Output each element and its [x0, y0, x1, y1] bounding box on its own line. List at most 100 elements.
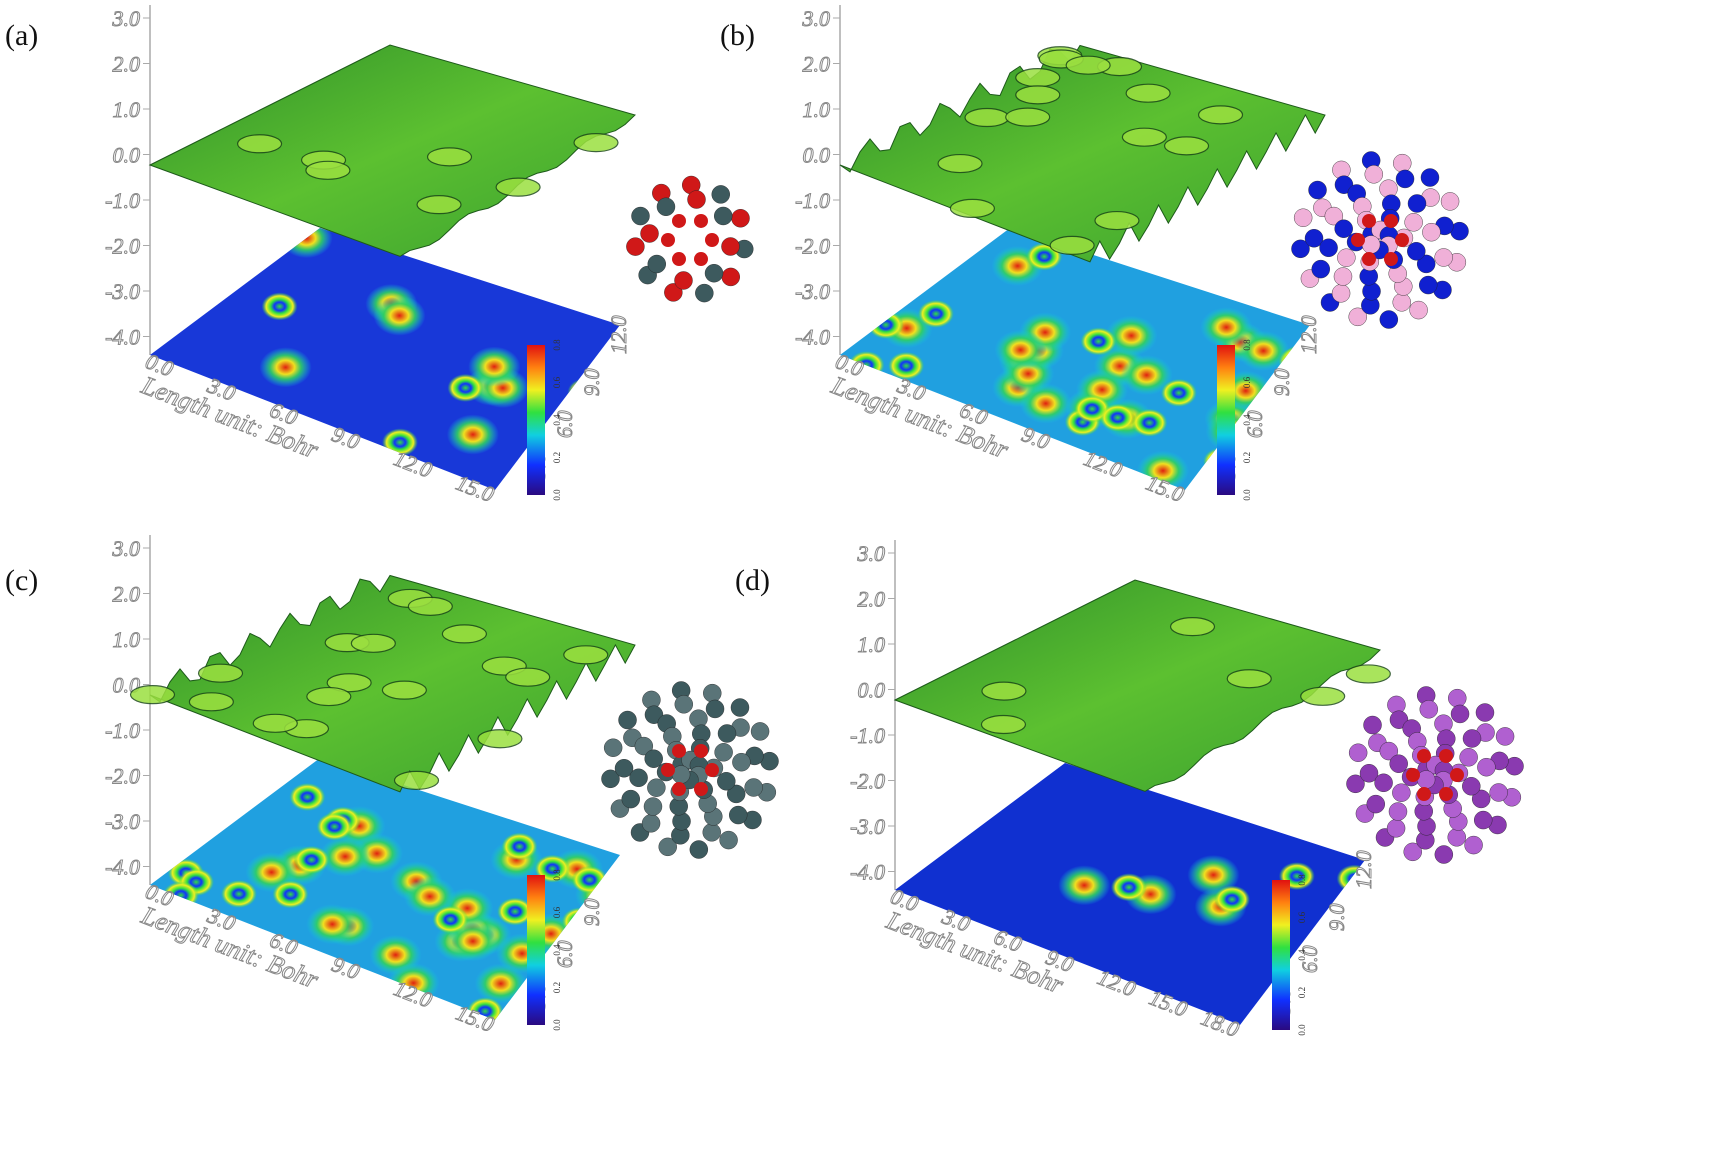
blob: [446, 414, 499, 455]
atom: [1474, 810, 1493, 830]
atom: [631, 206, 650, 226]
atom: [1404, 213, 1423, 232]
atom: [1477, 758, 1496, 777]
ring: [1214, 885, 1251, 914]
surface-bump: [495, 177, 541, 197]
z-tick-label: 1.0: [113, 97, 141, 122]
atom: [1308, 180, 1327, 200]
atom: [717, 772, 736, 791]
surface-bump: [981, 681, 1027, 701]
ring: [432, 905, 469, 934]
ring: [447, 373, 484, 402]
atom: [601, 769, 620, 789]
atom: [750, 722, 770, 741]
ring: [1110, 873, 1147, 902]
atom: [661, 763, 675, 777]
atom: [664, 283, 683, 302]
atom: [1291, 239, 1310, 259]
surface-detail: [236, 133, 619, 215]
atom: [656, 197, 676, 216]
atom: [694, 743, 708, 758]
z-tick-label: -4.0: [850, 860, 885, 885]
blob: [259, 347, 312, 388]
atom: [1464, 835, 1483, 855]
atom: [661, 233, 675, 247]
atom: [1495, 727, 1515, 746]
surface-bump: [350, 633, 396, 653]
atom: [674, 271, 693, 290]
panel-label: (d): [735, 564, 770, 597]
atom: [730, 698, 750, 717]
atom: [1434, 845, 1454, 864]
z-tick-label: -1.0: [105, 188, 140, 213]
y-tick-label: 9.0: [579, 369, 604, 397]
y-tick-label: 12.0: [606, 316, 631, 355]
atom: [614, 759, 634, 778]
atom: [1334, 175, 1354, 194]
z-tick-label: -2.0: [105, 234, 140, 259]
colorbar-tick-label: 0.4: [1242, 414, 1252, 426]
atom: [731, 209, 750, 228]
colorbar-tick-label: 0.2: [1242, 452, 1252, 463]
ring: [293, 845, 330, 874]
z-tick-label: 2.0: [113, 582, 141, 607]
atom: [1447, 828, 1466, 847]
atom: [629, 768, 648, 787]
blob: [1058, 865, 1111, 906]
atom: [1417, 787, 1431, 802]
surface-bump: [1345, 664, 1391, 684]
atom: [694, 252, 708, 267]
surface-bump: [1125, 83, 1171, 103]
atom: [1388, 802, 1408, 821]
atom: [603, 738, 623, 757]
surface-bump: [381, 680, 427, 700]
atom: [672, 252, 686, 267]
surface-bump: [505, 667, 551, 687]
atom: [1407, 242, 1426, 261]
atom: [703, 683, 722, 703]
atom: [1374, 773, 1393, 792]
colorbar-tick-label: 0.4: [552, 414, 562, 426]
panel: 3.02.01.00.0-1.0-2.0-3.0-4.00.03.06.09.0…: [850, 540, 1524, 1042]
atom: [1362, 252, 1376, 267]
colorbar-tick-label: 0.6: [552, 376, 562, 388]
atom: [694, 782, 708, 797]
atom: [626, 237, 645, 256]
atom: [1409, 300, 1428, 320]
z-tick-label: -1.0: [795, 188, 830, 213]
blob: [629, 878, 681, 918]
atom: [1420, 168, 1440, 187]
blob: [403, 876, 456, 917]
atom: [1324, 206, 1344, 226]
colorbar-tick-label: 0.2: [552, 982, 562, 993]
colorbar-tick-label: 0.0: [552, 489, 562, 501]
colorbar: [527, 345, 545, 495]
z-tick-label: 2.0: [113, 52, 141, 77]
colorbar-tick-label: 0.6: [1242, 376, 1252, 388]
atom: [744, 778, 763, 797]
molecule: [601, 681, 779, 859]
contour-map: [150, 758, 620, 1020]
atom: [1366, 794, 1385, 814]
atom: [695, 283, 714, 303]
ring: [272, 880, 309, 909]
z-tick-label: -4.0: [105, 855, 140, 880]
atom: [1489, 783, 1508, 802]
atom: [1331, 284, 1351, 303]
ring: [888, 351, 925, 380]
atom: [1422, 223, 1441, 242]
panel: 3.02.01.00.0-1.0-2.0-3.0-4.00.03.06.09.0…: [795, 5, 1469, 507]
ring: [316, 812, 353, 841]
atom: [1406, 768, 1420, 782]
panel-label: (c): [5, 564, 38, 597]
atom: [1363, 715, 1382, 735]
z-tick-label: -4.0: [795, 325, 830, 350]
atom: [702, 823, 721, 842]
y-tick-label: 12.0: [1351, 851, 1376, 890]
atom: [1440, 192, 1460, 211]
surface-bump: [1049, 235, 1095, 255]
atom: [717, 724, 737, 743]
blob: [1237, 330, 1290, 371]
ring: [501, 832, 538, 861]
panel-label: (a): [5, 19, 38, 52]
